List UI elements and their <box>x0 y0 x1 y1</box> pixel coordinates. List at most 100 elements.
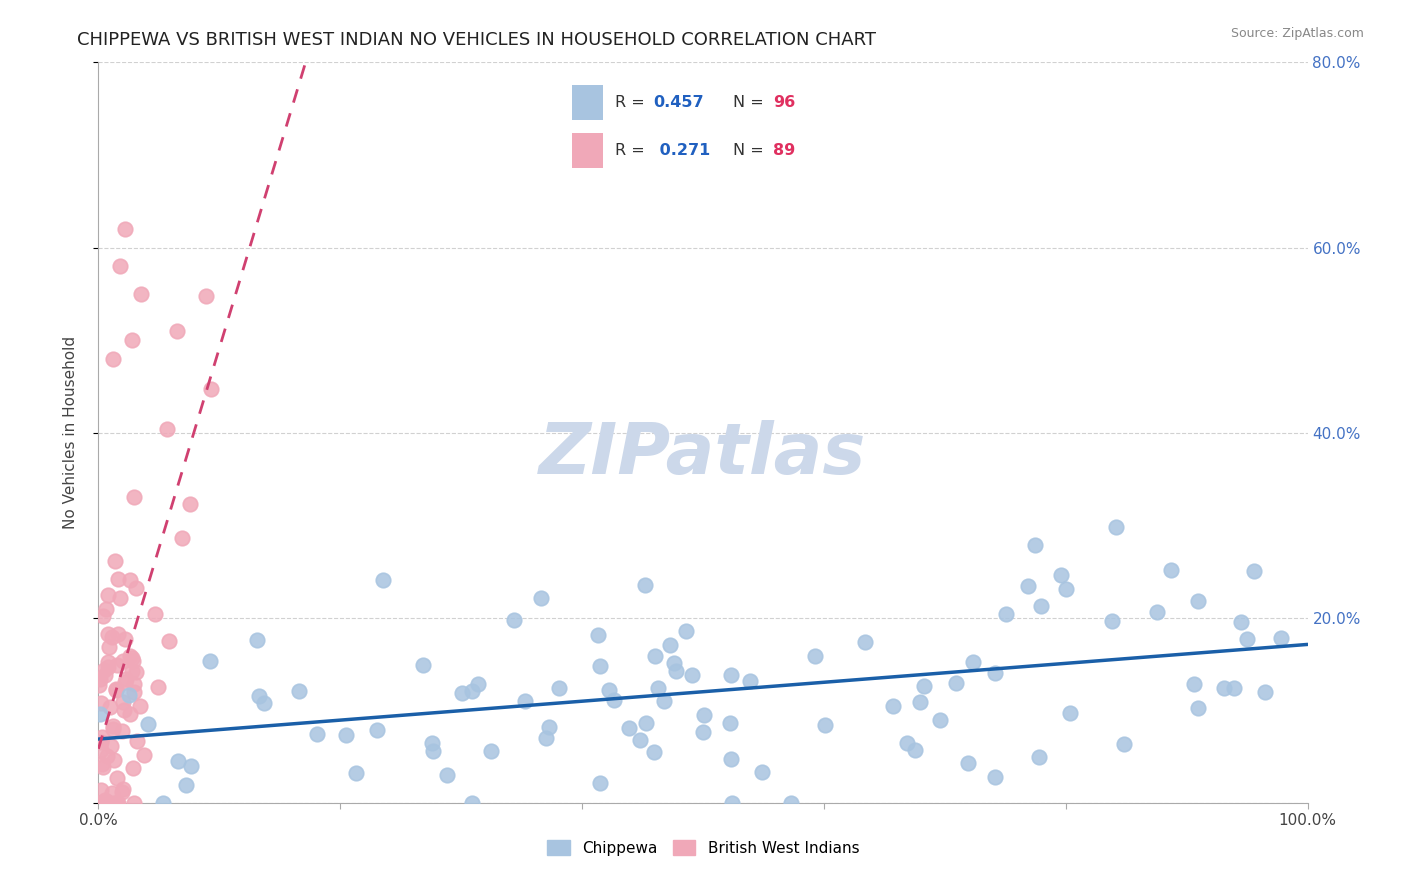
Point <box>1160 562 1182 576</box>
Point <box>122 490 145 504</box>
Point <box>908 695 931 709</box>
Point <box>122 796 145 810</box>
Point <box>1213 681 1236 696</box>
Point <box>103 796 125 810</box>
Point <box>117 689 139 703</box>
Point <box>467 677 489 691</box>
Legend: Chippewa, British West Indians: Chippewa, British West Indians <box>541 834 865 862</box>
Point <box>1024 538 1046 552</box>
Point <box>134 747 156 762</box>
Point <box>122 676 145 690</box>
Point <box>127 734 149 748</box>
Point <box>94 667 117 681</box>
Point <box>1050 568 1073 582</box>
Point <box>1270 632 1292 646</box>
Point <box>1146 605 1168 619</box>
Text: R =: R = <box>614 95 650 110</box>
Point <box>436 768 458 782</box>
Point <box>101 786 124 800</box>
Point <box>1028 749 1050 764</box>
Point <box>813 718 835 732</box>
Point <box>129 699 152 714</box>
Point <box>200 382 222 396</box>
Point <box>1187 594 1209 608</box>
Point <box>658 638 681 652</box>
Point <box>589 659 612 673</box>
Text: Source: ZipAtlas.com: Source: ZipAtlas.com <box>1230 27 1364 40</box>
Point <box>180 759 202 773</box>
Point <box>112 695 135 709</box>
Point <box>598 682 620 697</box>
Point <box>94 796 117 810</box>
Text: 89: 89 <box>773 144 794 158</box>
Point <box>105 657 128 672</box>
Point <box>652 694 675 708</box>
Point <box>97 796 120 810</box>
Point <box>720 751 742 765</box>
Point <box>157 634 180 648</box>
Point <box>112 654 135 668</box>
Point <box>720 668 742 682</box>
Point <box>450 686 472 700</box>
Point <box>603 693 626 707</box>
Point <box>104 682 127 697</box>
Point <box>111 781 134 796</box>
Point <box>420 736 443 750</box>
Point <box>90 757 112 772</box>
Point <box>114 632 136 646</box>
Point <box>738 674 761 689</box>
Point <box>1105 520 1128 534</box>
Point <box>101 722 124 736</box>
Point <box>167 754 190 768</box>
Point <box>89 735 111 749</box>
Point <box>422 744 444 758</box>
Point <box>90 783 112 797</box>
Point <box>91 730 114 744</box>
Point <box>903 742 925 756</box>
Point <box>89 706 111 721</box>
Point <box>718 715 741 730</box>
Text: 0.457: 0.457 <box>654 95 704 110</box>
Y-axis label: No Vehicles in Household: No Vehicles in Household <box>63 336 77 529</box>
Point <box>1054 582 1077 597</box>
Point <box>412 658 434 673</box>
Point <box>634 716 657 731</box>
Point <box>287 684 309 698</box>
Point <box>643 745 665 759</box>
Point <box>121 651 143 665</box>
Point <box>665 664 688 678</box>
Point <box>89 796 111 810</box>
Point <box>198 654 221 668</box>
Point <box>94 796 117 810</box>
Point <box>548 681 571 695</box>
Point <box>751 765 773 780</box>
Point <box>170 532 193 546</box>
Point <box>107 572 129 586</box>
Point <box>537 720 560 734</box>
Point <box>681 667 703 681</box>
Point <box>1059 706 1081 720</box>
Point <box>122 684 145 698</box>
Text: 0.271: 0.271 <box>654 144 710 158</box>
Point <box>115 672 138 686</box>
Point <box>515 693 537 707</box>
Point <box>105 683 128 698</box>
Point <box>346 765 368 780</box>
Point <box>121 664 143 678</box>
Point <box>122 654 145 668</box>
Point <box>957 756 980 770</box>
Point <box>804 648 827 663</box>
Point <box>104 796 127 810</box>
Point <box>156 422 179 436</box>
Point <box>108 259 131 273</box>
Point <box>1187 701 1209 715</box>
Point <box>97 660 120 674</box>
Point <box>335 728 357 742</box>
Point <box>124 581 146 595</box>
Point <box>110 591 132 605</box>
Point <box>166 324 188 338</box>
Point <box>589 775 612 789</box>
Point <box>249 689 271 703</box>
Bar <box>572 133 603 168</box>
Point <box>100 739 122 754</box>
